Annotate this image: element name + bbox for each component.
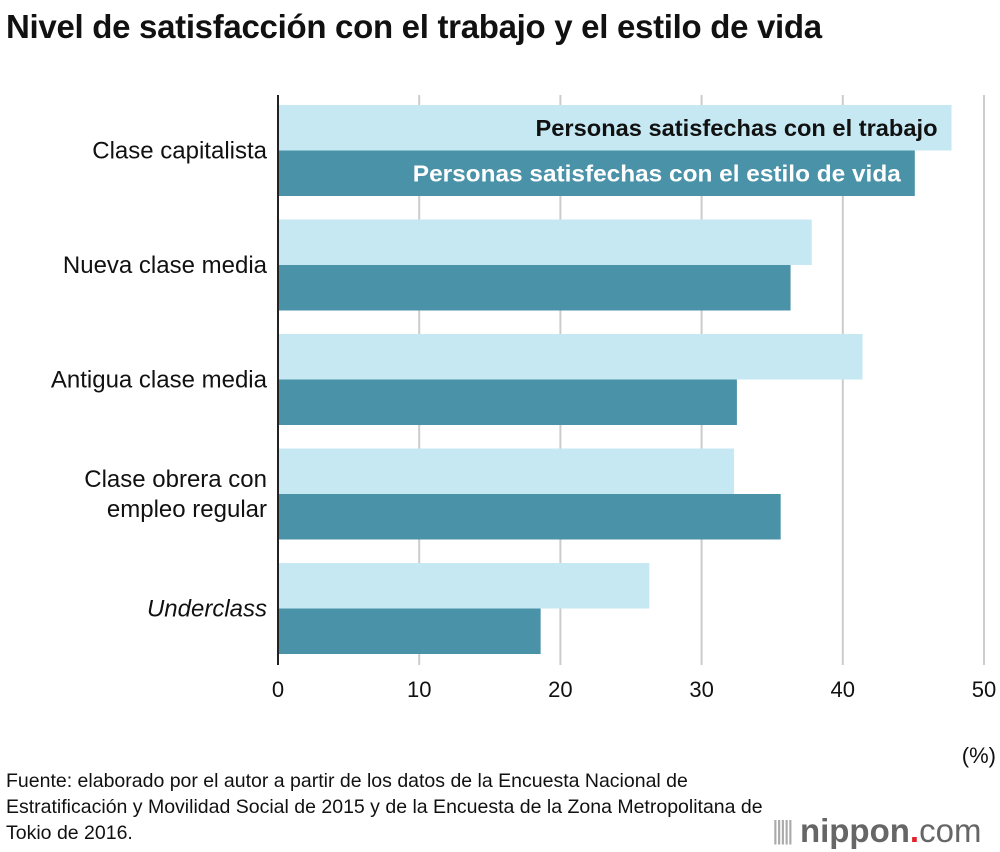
category-label: empleo regular bbox=[107, 496, 267, 523]
legend-label: Personas satisfechas con el trabajo bbox=[536, 115, 938, 141]
bar-trabajo bbox=[278, 563, 650, 609]
bar-trabajo bbox=[278, 334, 863, 380]
bar-estilo-de-vida bbox=[278, 150, 915, 196]
logo-waves-icon: ||||| bbox=[772, 815, 794, 845]
bar-trabajo bbox=[278, 105, 952, 151]
nippon-logo: ||||| nippon.com bbox=[772, 812, 982, 849]
bar-estilo-de-vida bbox=[278, 608, 541, 654]
x-tick-label: 30 bbox=[689, 677, 713, 702]
bar-trabajo bbox=[278, 219, 812, 265]
bar-estilo-de-vida bbox=[278, 494, 781, 540]
legend-label: Personas satisfechas con el estilo de vi… bbox=[413, 160, 901, 186]
chart-title: Nivel de satisfacción con el trabajo y e… bbox=[6, 8, 822, 45]
bar-trabajo bbox=[278, 448, 735, 494]
x-axis-label: (%) bbox=[962, 743, 996, 768]
category-label: Nueva clase media bbox=[63, 252, 268, 279]
x-tick-label: 40 bbox=[831, 677, 855, 702]
x-tick-label: 10 bbox=[407, 677, 431, 702]
x-tick-label: 0 bbox=[272, 677, 284, 702]
category-label: Antigua clase media bbox=[51, 367, 268, 394]
x-tick-label: 50 bbox=[972, 677, 996, 702]
category-label: Underclass bbox=[147, 596, 267, 623]
x-tick-label: 20 bbox=[548, 677, 572, 702]
category-label: Clase capitalista bbox=[92, 138, 267, 165]
source-note: Fuente: elaborado por el autor a partir … bbox=[6, 770, 763, 844]
category-label: Clase obrera con bbox=[84, 466, 267, 493]
bar-estilo-de-vida bbox=[278, 379, 737, 425]
bar-estilo-de-vida bbox=[278, 265, 791, 311]
